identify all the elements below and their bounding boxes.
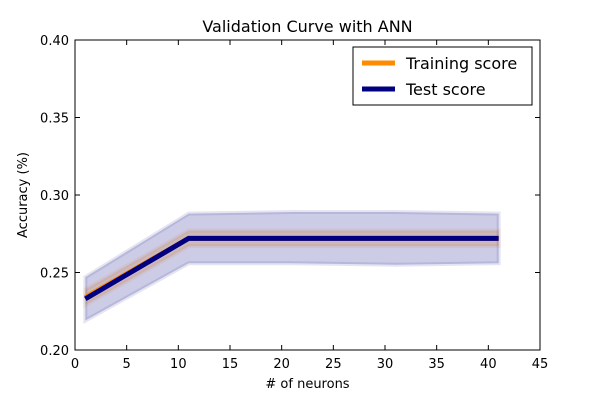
x-tick-label: 10 [170,357,187,372]
lines-layer [84,235,499,302]
y-tick-label: 0.30 [40,189,69,204]
y-axis-label: Accuracy (%) [16,152,31,238]
x-tick-label: 40 [480,357,497,372]
x-axis-label: # of neurons [265,377,349,392]
x-tick-label: 35 [428,357,445,372]
x-tick-label: 25 [325,357,342,372]
x-tick-label: 5 [123,357,131,372]
legend-label-training: Training score [405,54,517,73]
chart-title: Validation Curve with ANN [202,17,412,36]
legend-box [352,46,533,106]
x-tick-label: 45 [532,357,549,372]
x-tick-label: 30 [377,357,394,372]
y-tick-label: 0.20 [40,344,69,359]
x-tick-label: 15 [222,357,239,372]
test-score-line [84,235,499,302]
y-tick-label: 0.40 [40,34,69,49]
ticks-layer: 0 5 10 15 20 25 30 35 40 45 0.20 0.25 0.30 0.35 0.40 [40,34,548,372]
legend: Training score Test score [352,46,533,106]
x-tick-label: 0 [71,357,79,372]
legend-label-test: Test score [405,80,486,99]
y-tick-label: 0.35 [40,112,69,127]
y-tick-label: 0.25 [40,267,69,282]
x-tick-label: 20 [273,357,290,372]
